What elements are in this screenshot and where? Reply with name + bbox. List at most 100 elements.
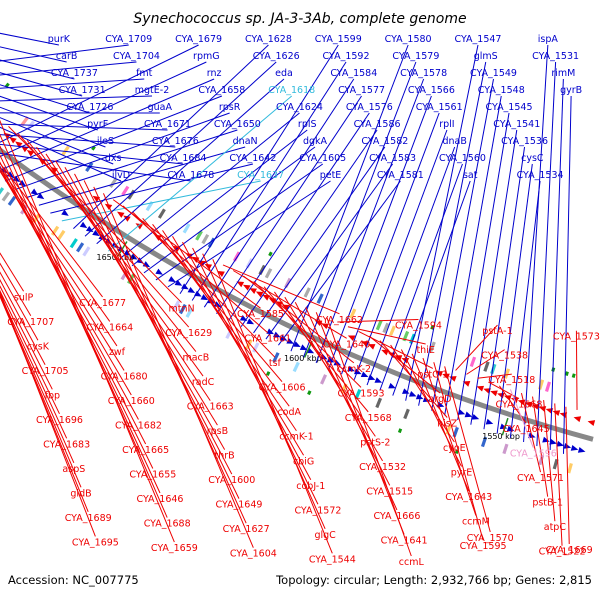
gene-label: pstA-1 bbox=[482, 326, 512, 337]
gene-label: CYA_1705 bbox=[22, 366, 69, 377]
gene-label: CYA_1666 bbox=[373, 511, 420, 522]
gene-label: CYA_1682 bbox=[115, 420, 162, 431]
leader-line bbox=[0, 32, 59, 46]
gene-label: rpmG bbox=[193, 51, 220, 62]
gene-label: CYA_1645 bbox=[503, 424, 550, 435]
reverse-gene-arrow bbox=[347, 335, 356, 342]
leader-line bbox=[0, 166, 111, 322]
gene-label: guaA bbox=[148, 102, 173, 113]
leader-line bbox=[400, 349, 462, 467]
gene-label: CYA_1582 bbox=[361, 136, 408, 147]
gene-label: cbiG bbox=[293, 456, 314, 467]
leader-line bbox=[232, 270, 347, 339]
leader-line bbox=[523, 44, 549, 443]
gene-label: CYA_1577 bbox=[338, 85, 385, 96]
forward-gene-arrow bbox=[79, 221, 88, 229]
forward-gene-arrow bbox=[408, 391, 417, 397]
leader-line bbox=[315, 78, 425, 364]
gene-label: CYA_1549 bbox=[470, 68, 517, 79]
leader-line bbox=[192, 247, 319, 505]
function-block bbox=[375, 319, 383, 331]
leader-line bbox=[0, 123, 168, 131]
gene-label: argD bbox=[429, 394, 452, 405]
leader-line bbox=[0, 133, 168, 518]
function-block bbox=[316, 293, 324, 304]
leader-line bbox=[96, 78, 285, 245]
gene-label: pstB-1 bbox=[532, 498, 563, 509]
leader-line bbox=[228, 112, 370, 321]
rna-marker bbox=[307, 390, 312, 396]
leader-line bbox=[0, 46, 67, 63]
forward-gene-arrow bbox=[174, 279, 183, 286]
leader-line bbox=[0, 117, 114, 165]
gene-label: glmS bbox=[474, 51, 498, 62]
leader-line bbox=[0, 119, 175, 543]
gene-label: CYA_1579 bbox=[392, 51, 439, 62]
forward-gene-arrow bbox=[415, 393, 424, 400]
forward-gene-arrow bbox=[273, 331, 281, 338]
function-block bbox=[382, 322, 390, 334]
leader-line bbox=[353, 129, 448, 380]
leader-line bbox=[543, 400, 556, 522]
gene-label: CYA_1662 bbox=[316, 315, 363, 326]
forward-gene-arrow bbox=[92, 229, 100, 237]
leader-line bbox=[0, 295, 82, 488]
function-block bbox=[0, 187, 5, 198]
gene-label: CYA_1593 bbox=[338, 388, 385, 399]
gene-label: CYA_1561 bbox=[416, 102, 463, 113]
gene-label: CYA_1624 bbox=[276, 102, 323, 113]
function-block bbox=[252, 342, 260, 353]
function-block bbox=[258, 264, 266, 276]
gene-label: eda bbox=[275, 68, 293, 79]
gene-label: CYA_1548 bbox=[478, 85, 525, 96]
leader-line bbox=[509, 180, 541, 438]
accession-text: Accession: NC_007775 bbox=[8, 573, 139, 587]
function-block bbox=[201, 233, 210, 245]
reverse-gene-arrow bbox=[135, 223, 144, 230]
gene-label: ccmL bbox=[399, 557, 425, 568]
function-block bbox=[303, 287, 311, 298]
gene-label: petE bbox=[320, 170, 342, 181]
function-block bbox=[1, 191, 11, 202]
leader-line bbox=[536, 61, 557, 447]
leader-line bbox=[167, 180, 331, 288]
leader-line bbox=[418, 61, 487, 406]
function-block bbox=[502, 443, 509, 455]
forward-gene-arrow bbox=[556, 440, 565, 447]
leader-line bbox=[483, 146, 526, 430]
leader-line bbox=[0, 59, 75, 80]
gene-label: CYA_1704 bbox=[113, 51, 160, 62]
leader-line bbox=[0, 271, 39, 341]
gene-label: CYA_1688 bbox=[144, 519, 191, 530]
reverse-gene-arrow bbox=[262, 294, 270, 301]
leader-line bbox=[562, 95, 572, 454]
leader-line bbox=[16, 112, 230, 190]
gene-label: CYA_1660 bbox=[108, 396, 155, 407]
leader-line bbox=[191, 61, 347, 301]
gene-label: CYA_1707 bbox=[7, 317, 54, 328]
function-block bbox=[538, 454, 545, 466]
leader-line bbox=[102, 193, 254, 548]
gene-label: cyoE bbox=[443, 443, 466, 454]
forward-gene-arrow bbox=[6, 171, 15, 178]
forward-gene-arrow bbox=[286, 338, 295, 344]
gene-label: CYA_1676 bbox=[152, 136, 199, 147]
forward-gene-arrow bbox=[388, 382, 396, 389]
reverse-gene-arrow bbox=[552, 410, 561, 417]
reverse-gene-arrow bbox=[573, 416, 582, 423]
leader-line bbox=[0, 78, 215, 171]
gene-label: rimM bbox=[551, 68, 575, 79]
leader-line bbox=[496, 163, 533, 434]
leader-line bbox=[366, 146, 456, 386]
reverse-gene-arrow bbox=[587, 420, 596, 426]
gene-label: CYA_1522 bbox=[539, 547, 586, 558]
gene-label: CYA_1626 bbox=[253, 51, 300, 62]
forward-gene-arrow bbox=[30, 188, 39, 195]
gene-label: CYA_1606 bbox=[259, 383, 306, 394]
forward-gene-arrow bbox=[187, 287, 196, 294]
leader-line bbox=[575, 330, 578, 410]
gene-label: codA bbox=[277, 407, 301, 418]
function-block bbox=[538, 379, 545, 390]
rna-marker bbox=[571, 373, 576, 379]
function-block bbox=[264, 268, 273, 279]
